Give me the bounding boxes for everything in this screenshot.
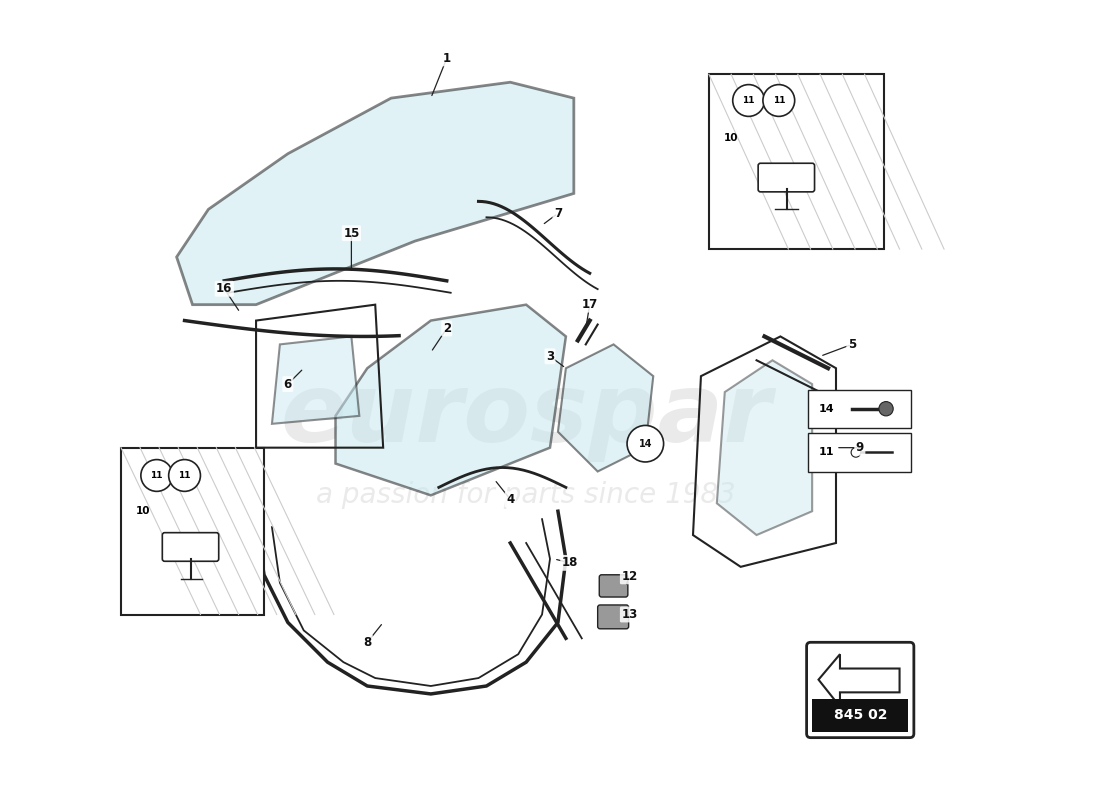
Circle shape [168,459,200,491]
FancyBboxPatch shape [708,74,883,249]
Circle shape [763,85,794,116]
Text: 9: 9 [856,441,864,454]
Text: 11: 11 [178,471,190,480]
Text: 845 02: 845 02 [834,708,888,722]
FancyBboxPatch shape [163,533,219,562]
Circle shape [733,85,764,116]
Text: 11: 11 [772,96,785,105]
Polygon shape [272,337,360,424]
Text: 14: 14 [639,438,652,449]
Text: 11: 11 [151,471,163,480]
Text: 13: 13 [621,608,638,621]
Text: 16: 16 [216,282,232,295]
Text: 14: 14 [818,404,834,414]
FancyBboxPatch shape [600,574,628,597]
FancyBboxPatch shape [808,390,912,428]
Text: 15: 15 [343,226,360,240]
FancyBboxPatch shape [121,448,264,614]
FancyBboxPatch shape [806,642,914,738]
Circle shape [627,426,663,462]
Text: 10: 10 [136,506,151,516]
Text: 11: 11 [818,447,834,458]
Text: 10: 10 [724,133,738,143]
Polygon shape [558,344,653,471]
FancyBboxPatch shape [597,605,629,629]
Polygon shape [717,360,812,535]
Circle shape [879,402,893,416]
Text: 8: 8 [363,636,372,649]
Text: eurospar: eurospar [280,370,772,462]
Polygon shape [818,654,900,706]
Text: 2: 2 [442,322,451,335]
Text: 6: 6 [284,378,292,390]
Text: a passion for parts since 1983: a passion for parts since 1983 [317,482,736,510]
Polygon shape [336,305,565,495]
Text: 5: 5 [848,338,856,351]
Polygon shape [177,82,574,305]
Text: 7: 7 [554,207,562,220]
Text: 1: 1 [442,52,451,65]
Text: 18: 18 [562,556,578,570]
FancyBboxPatch shape [758,163,814,192]
Circle shape [851,448,860,457]
Text: 4: 4 [506,493,515,506]
Circle shape [141,459,173,491]
Text: 17: 17 [582,298,597,311]
FancyBboxPatch shape [812,698,909,732]
Text: 11: 11 [742,96,755,105]
Text: 3: 3 [546,350,554,363]
Text: 12: 12 [621,570,638,583]
FancyBboxPatch shape [808,434,912,471]
